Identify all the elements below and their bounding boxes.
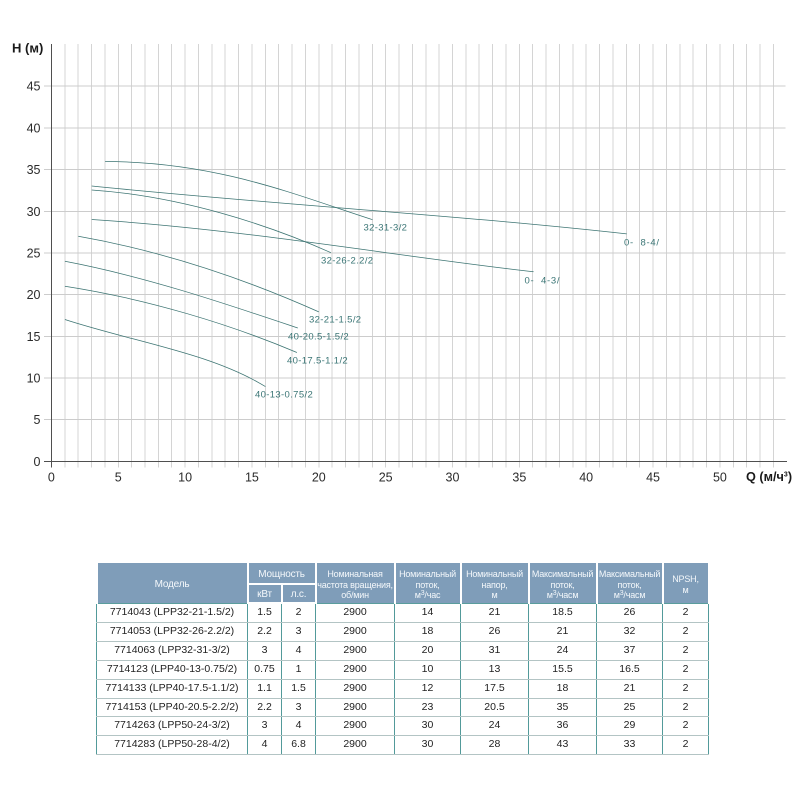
svg-text:40: 40 (27, 121, 41, 135)
svg-text:Q (м/ч3): Q (м/ч3) (746, 470, 792, 484)
svg-text:H (м): H (м) (12, 41, 43, 56)
svg-text:30: 30 (27, 205, 41, 219)
svg-text:0- 8-4/: 0- 8-4/ (624, 238, 660, 249)
svg-text:15: 15 (245, 471, 259, 485)
svg-text:10: 10 (178, 471, 192, 485)
svg-text:20: 20 (312, 471, 326, 485)
svg-text:0- 4-3/: 0- 4-3/ (525, 276, 561, 287)
svg-text:35: 35 (27, 163, 41, 177)
svg-text:30: 30 (446, 471, 460, 485)
svg-text:40-17.5-1.1/2: 40-17.5-1.1/2 (287, 356, 348, 367)
svg-text:0: 0 (48, 471, 55, 485)
svg-text:15: 15 (27, 330, 41, 344)
svg-text:5: 5 (115, 471, 122, 485)
svg-text:0: 0 (34, 455, 41, 469)
svg-text:40-13-0.75/2: 40-13-0.75/2 (255, 390, 313, 401)
svg-text:32-26-2.2/2: 32-26-2.2/2 (321, 256, 373, 267)
svg-text:20: 20 (27, 288, 41, 302)
svg-text:32-31-3/2: 32-31-3/2 (364, 223, 408, 234)
svg-text:45: 45 (646, 471, 660, 485)
svg-text:25: 25 (379, 471, 393, 485)
svg-text:35: 35 (512, 471, 526, 485)
svg-text:5: 5 (34, 413, 41, 427)
svg-text:25: 25 (27, 246, 41, 260)
svg-text:40: 40 (579, 471, 593, 485)
svg-text:40-20.5-1.5/2: 40-20.5-1.5/2 (288, 332, 349, 343)
svg-text:32-21-1.5/2: 32-21-1.5/2 (309, 315, 361, 326)
svg-text:45: 45 (27, 80, 41, 94)
svg-text:10: 10 (27, 372, 41, 386)
svg-text:50: 50 (713, 471, 727, 485)
